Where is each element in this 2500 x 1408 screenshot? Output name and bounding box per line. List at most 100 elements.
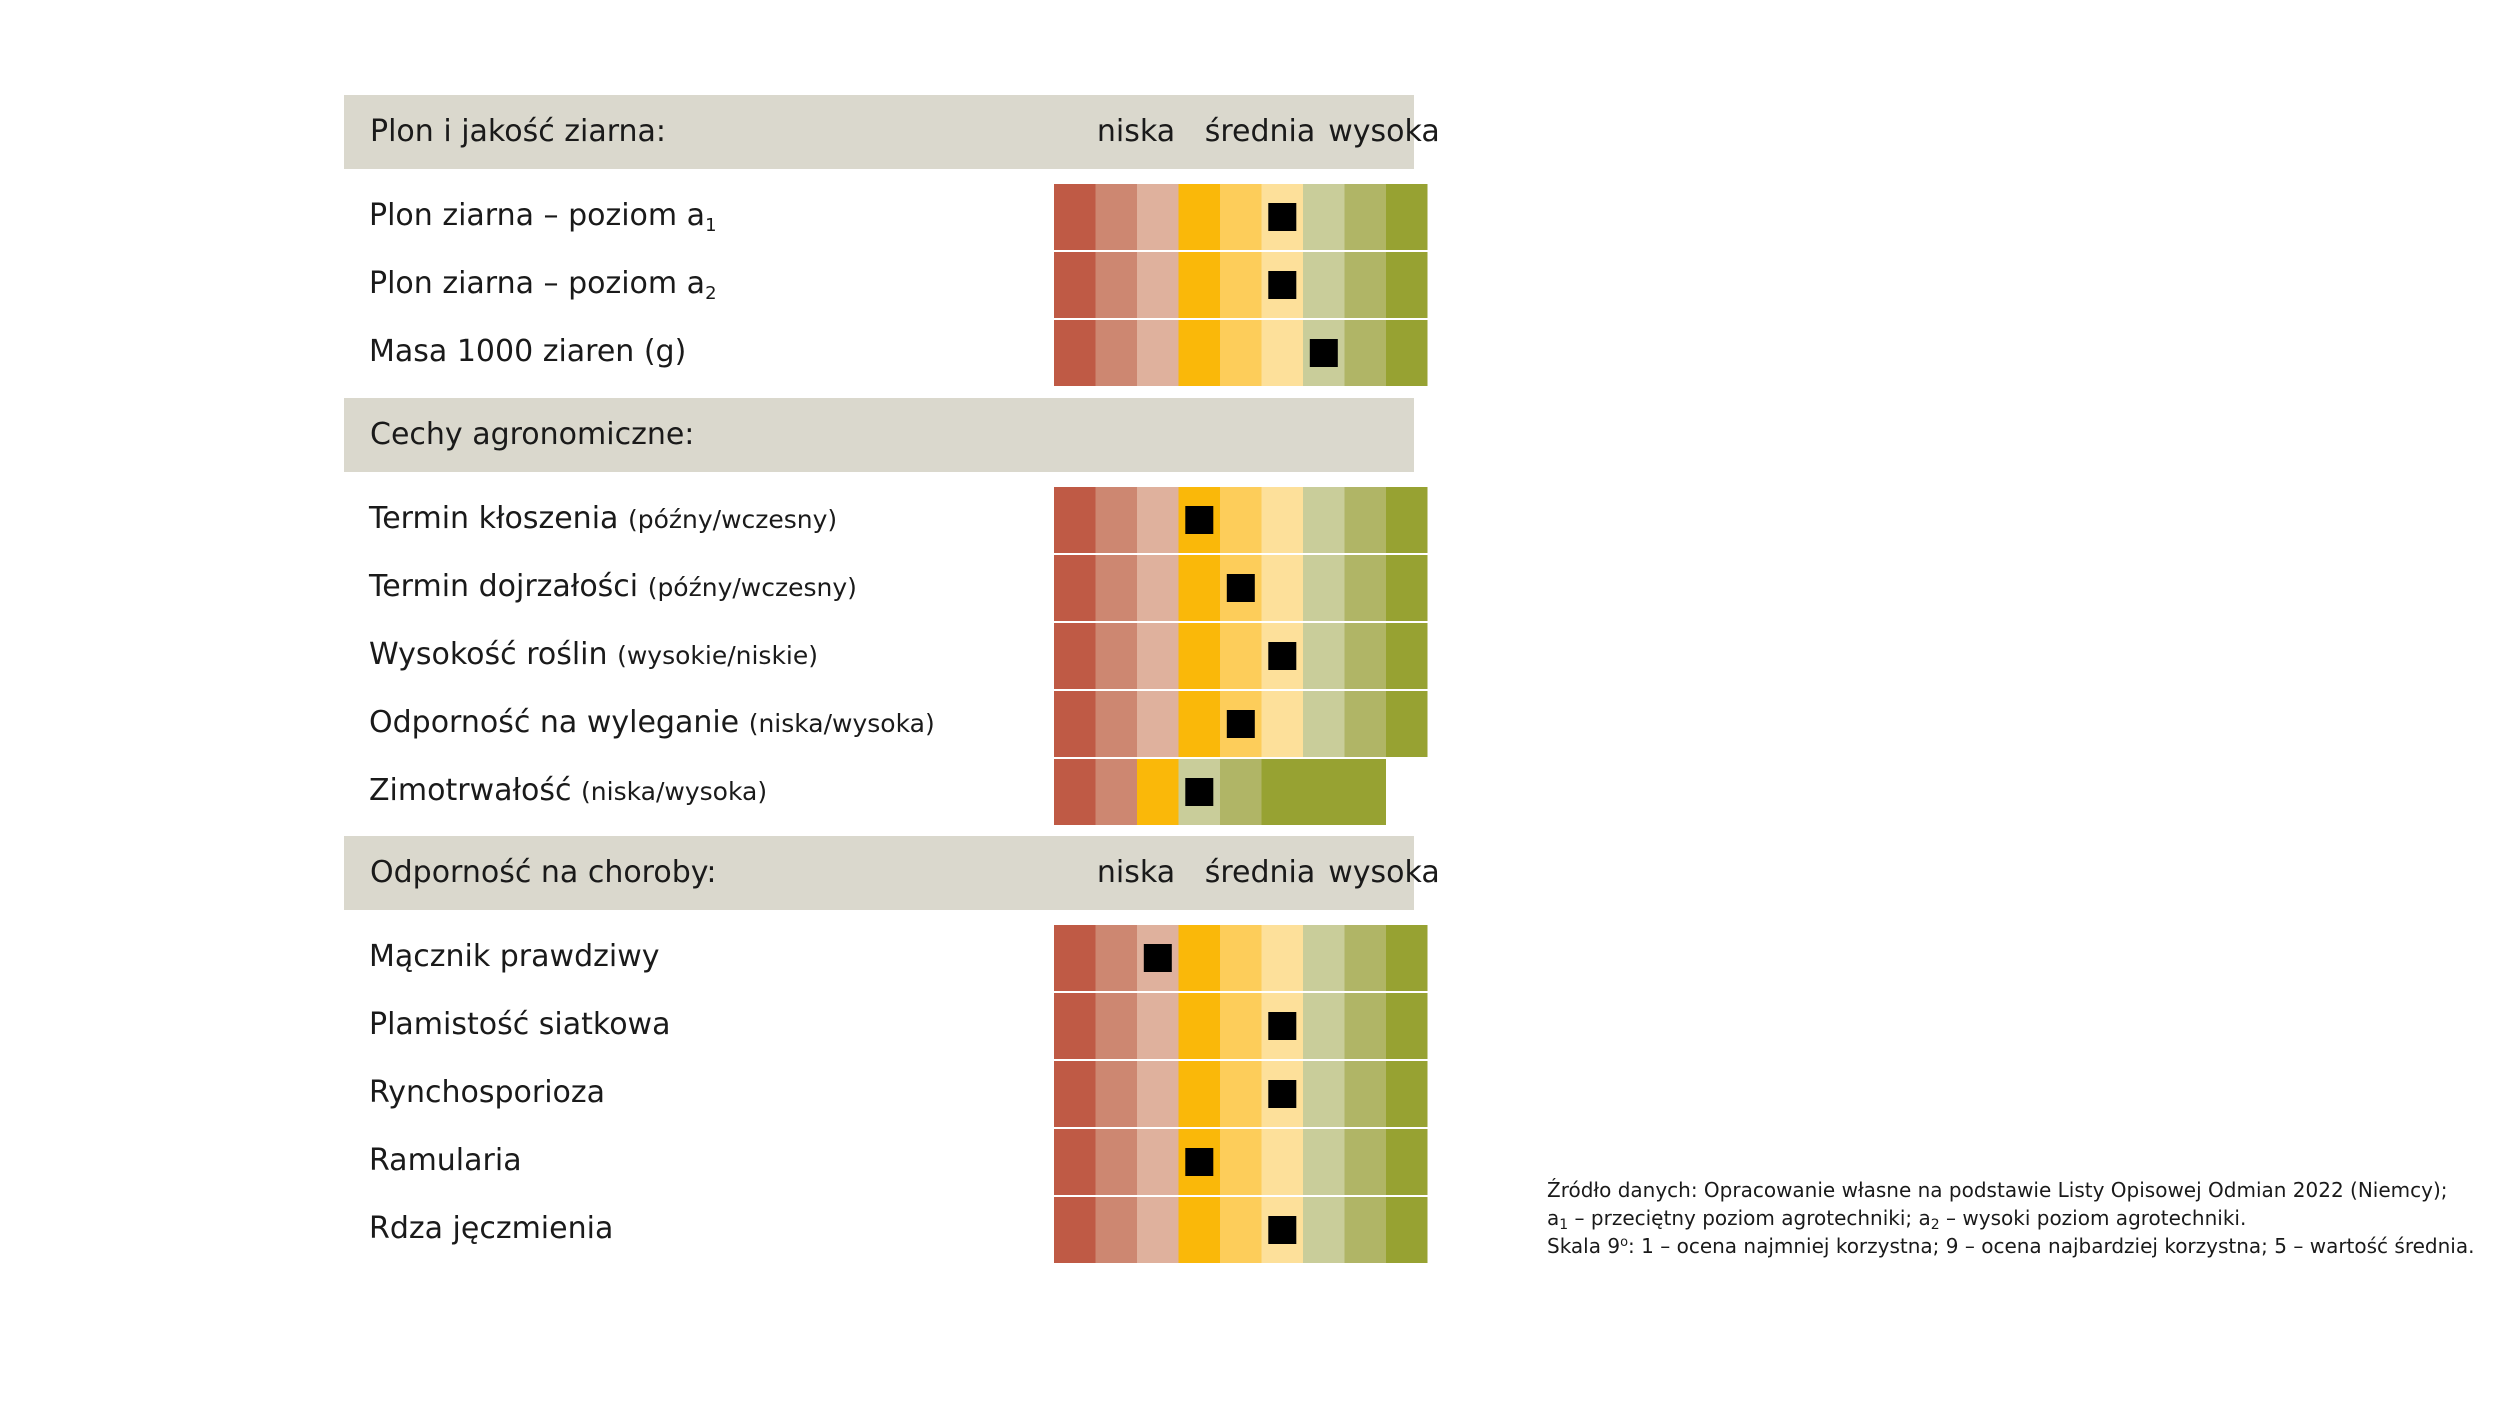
header-title: Plon i jakość ziarna: — [370, 114, 667, 149]
rating-cell — [1303, 252, 1345, 318]
header-title: Cechy agronomiczne: — [370, 417, 695, 452]
row-label: Termin kłoszenia (późny/wczesny) — [369, 501, 838, 536]
rating-cell — [1386, 691, 1428, 757]
rating-cell — [1054, 487, 1096, 553]
rating-cell — [1261, 691, 1303, 757]
header-title: Odporność na choroby: — [370, 855, 717, 890]
rating-cell — [1303, 925, 1345, 991]
source-note: Źródło danych: Opracowanie własne na pod… — [1547, 1176, 2487, 1260]
rating-cell — [1137, 555, 1179, 621]
rating-cell — [1344, 320, 1386, 386]
rating-cell — [1095, 925, 1137, 991]
rating-marker — [1226, 574, 1255, 602]
rating-cell — [1054, 184, 1096, 250]
rating-cell — [1303, 487, 1345, 553]
rating-marker — [1268, 271, 1297, 299]
rating-marker — [1268, 1012, 1297, 1040]
rating-marker — [1185, 778, 1214, 806]
rating-cell — [1054, 691, 1096, 757]
rating-cell — [1095, 759, 1137, 825]
rating-cell — [1220, 1061, 1262, 1127]
row-label: Ramularia — [369, 1143, 522, 1178]
rating-cell — [1095, 691, 1137, 757]
scale-label-low: niska — [1096, 855, 1176, 890]
rating-marker — [1268, 642, 1297, 670]
rating-cell — [1095, 993, 1137, 1059]
rating-cell — [1178, 1197, 1220, 1263]
rating-cell — [1178, 555, 1220, 621]
row-label: Rynchosporioza — [369, 1075, 606, 1110]
rating-cell — [1386, 993, 1428, 1059]
rating-cell — [1386, 623, 1428, 689]
rating-cell — [1137, 252, 1179, 318]
rating-cell — [1137, 691, 1179, 757]
rating-cell — [1220, 320, 1262, 386]
rating-cell — [1220, 487, 1262, 553]
rating-cell — [1178, 993, 1220, 1059]
rating-cell — [1137, 487, 1179, 553]
header-cechy: Cechy agronomiczne: — [344, 398, 1414, 472]
rating-marker — [1185, 1148, 1214, 1176]
rating-cell — [1054, 252, 1096, 318]
rating-cell — [1054, 1061, 1096, 1127]
source-line-3: Skala 9o: 1 – ocena najmniej korzystna; … — [1547, 1234, 2475, 1258]
rating-cell — [1386, 555, 1428, 621]
row-label: Mącznik prawdziwy — [369, 939, 660, 974]
rating-cell — [1303, 555, 1345, 621]
rating-cell — [1095, 623, 1137, 689]
row-label: Termin dojrzałości (późny/wczesny) — [369, 569, 857, 604]
rating-cell — [1137, 1197, 1179, 1263]
rating-cell — [1137, 1129, 1179, 1195]
rating-cell — [1261, 555, 1303, 621]
rating-cell — [1178, 623, 1220, 689]
rating-cell — [1095, 1197, 1137, 1263]
rating-cell — [1261, 320, 1303, 386]
rating-cell — [1178, 252, 1220, 318]
rating-cell — [1303, 993, 1345, 1059]
rating-cell — [1386, 184, 1428, 250]
rating-marker — [1268, 203, 1297, 231]
rating-cell — [1386, 320, 1428, 386]
rating-cell — [1095, 1061, 1137, 1127]
rating-cell — [1303, 1061, 1345, 1127]
rating-cell — [1220, 252, 1262, 318]
rating-cell — [1137, 759, 1179, 825]
scale-label-mid: średnia — [1204, 114, 1316, 149]
rating-cell — [1178, 320, 1220, 386]
row-label: Wysokość roślin (wysokie/niskie) — [369, 637, 819, 672]
rating-cell — [1054, 1197, 1096, 1263]
rating-cell — [1137, 623, 1179, 689]
rating-cell — [1095, 1129, 1137, 1195]
rating-cell — [1220, 1197, 1262, 1263]
rating-marker — [1185, 506, 1214, 534]
rating-cell — [1303, 691, 1345, 757]
rating-cell — [1178, 925, 1220, 991]
rating-cell — [1386, 1129, 1428, 1195]
rating-cell — [1386, 1061, 1428, 1127]
rating-marker — [1226, 710, 1255, 738]
rating-cell — [1344, 252, 1386, 318]
rating-cell — [1220, 623, 1262, 689]
rating-cell — [1054, 759, 1096, 825]
rating-cell — [1178, 691, 1220, 757]
rating-cell — [1344, 925, 1386, 991]
rating-cell — [1220, 925, 1262, 991]
rating-cell — [1137, 1061, 1179, 1127]
scale-label-low: niska — [1096, 114, 1176, 149]
scale-label-high: wysoka — [1328, 114, 1440, 149]
header-plon: Plon i jakość ziarna: niska średnia wyso… — [344, 95, 1440, 169]
source-line-2: a1 – przeciętny poziom agrotechniki; a2 … — [1547, 1206, 2247, 1233]
rating-cell — [1095, 320, 1137, 386]
source-line-1: Źródło danych: Opracowanie własne na pod… — [1547, 1178, 2448, 1202]
rating-cell — [1054, 623, 1096, 689]
rating-cell — [1095, 252, 1137, 318]
row-label: Plamistość siatkowa — [369, 1007, 671, 1042]
header-odpornosc: Odporność na choroby: niska średnia wyso… — [344, 836, 1440, 910]
rating-cell — [1220, 184, 1262, 250]
rating-cell — [1261, 759, 1303, 825]
scale-label-high: wysoka — [1328, 855, 1440, 890]
rating-cell — [1054, 320, 1096, 386]
rating-cell — [1386, 925, 1428, 991]
row-label: Odporność na wyleganie (niska/wysoka) — [369, 705, 935, 740]
